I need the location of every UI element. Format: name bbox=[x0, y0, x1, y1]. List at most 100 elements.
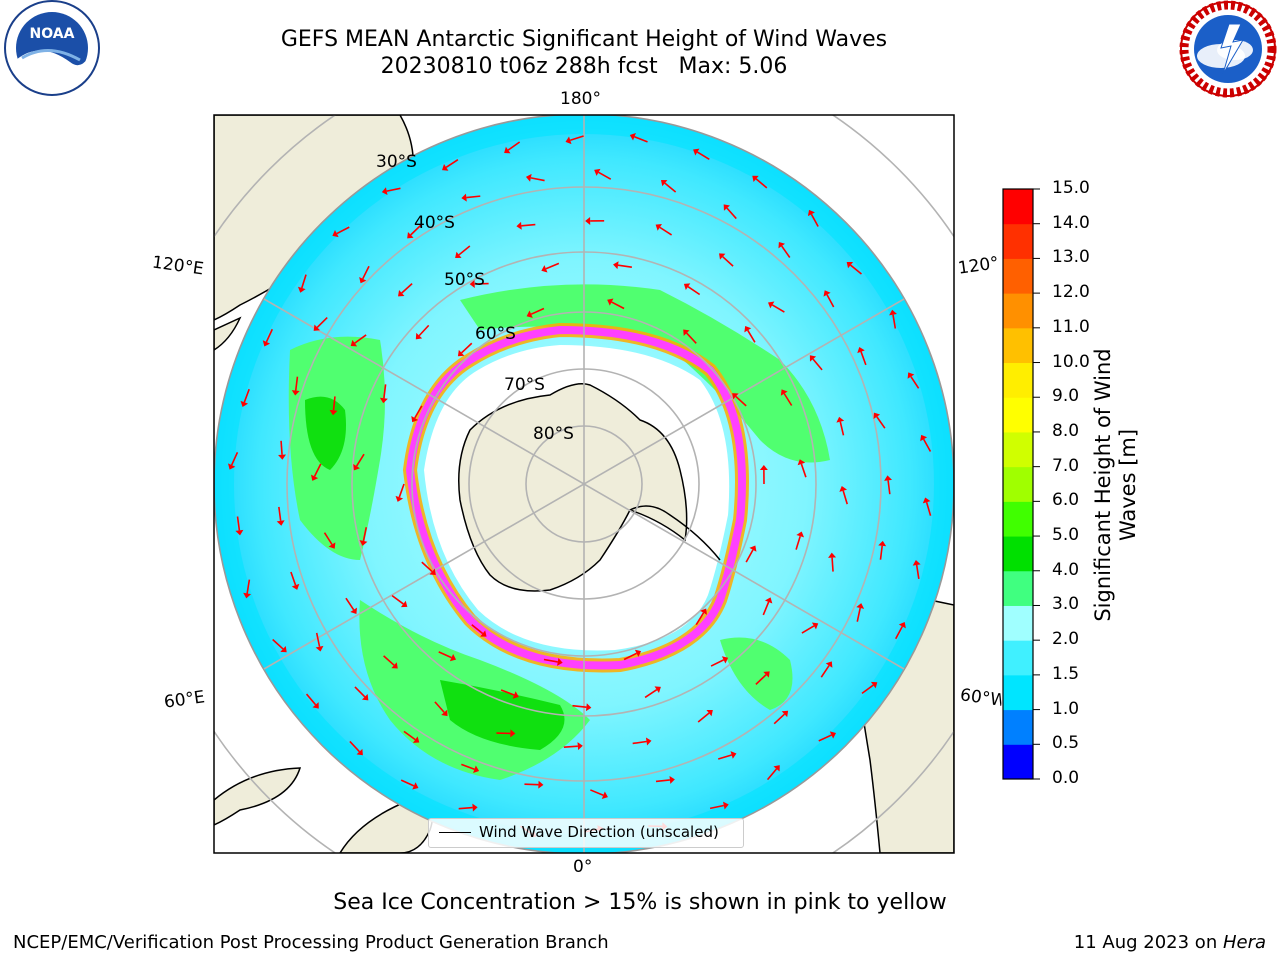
wind-wave-arrowhead bbox=[744, 326, 752, 333]
wind-wave-arrowhead bbox=[763, 671, 770, 678]
wind-wave-arrow bbox=[925, 502, 932, 516]
wind-wave-arrowhead bbox=[706, 709, 713, 717]
colorbar-tick-label: 6.0 bbox=[1052, 490, 1080, 511]
wind-wave-arrow bbox=[323, 532, 333, 545]
wind-wave-arrowhead bbox=[723, 801, 729, 810]
lat-label-70s: 70°S bbox=[504, 375, 545, 395]
wind-wave-arrow bbox=[611, 301, 625, 310]
wind-wave-arrow bbox=[345, 597, 355, 611]
wind-wave-arrowhead bbox=[669, 775, 675, 784]
wind-wave-arrowhead bbox=[379, 397, 388, 404]
wind-wave-arrow bbox=[623, 652, 637, 661]
wind-wave-arrowhead bbox=[297, 286, 306, 293]
wind-wave-arrowhead bbox=[898, 622, 906, 629]
wind-wave-arrowhead bbox=[442, 164, 449, 171]
lon-label-0: 0° bbox=[573, 857, 593, 877]
chart-subtitle: 20230810 t06z 288h fcst Max: 5.06 bbox=[380, 54, 788, 79]
wind-wave-arrow bbox=[400, 779, 415, 787]
wind-wave-arrow bbox=[466, 195, 481, 199]
wind-wave-arrowhead bbox=[809, 355, 817, 362]
wind-wave-arrow bbox=[421, 561, 433, 573]
wind-wave-arrow bbox=[524, 783, 539, 786]
wind-wave-arrowhead bbox=[655, 224, 662, 231]
colorbar-tick-label: 10.0 bbox=[1052, 351, 1090, 372]
wind-wave-arrowhead bbox=[594, 168, 601, 176]
wind-wave-arrowhead bbox=[526, 310, 533, 318]
wind-wave-arrow bbox=[461, 763, 475, 770]
wind-wave-arrow bbox=[922, 438, 932, 452]
wind-wave-arrowhead bbox=[504, 146, 511, 154]
wind-wave-arrow bbox=[783, 393, 793, 406]
wind-wave-arrow bbox=[301, 274, 307, 289]
wind-wave-arrowhead bbox=[730, 751, 737, 759]
wind-wave-arrowhead bbox=[328, 542, 336, 549]
wind-wave-arrowhead bbox=[228, 463, 236, 470]
wind-wave-arrowhead bbox=[796, 531, 805, 538]
wind-wave-arrowhead bbox=[773, 765, 780, 772]
wind-wave-arrowhead bbox=[601, 791, 608, 799]
wind-wave-arrow bbox=[461, 342, 473, 354]
wind-wave-arrow bbox=[735, 395, 747, 407]
legend-line-swatch bbox=[439, 832, 471, 833]
colorbar-tick-label: 0.5 bbox=[1052, 733, 1080, 754]
wind-wave-arrowhead bbox=[781, 710, 789, 718]
wind-wave-arrow bbox=[598, 171, 612, 180]
wind-wave-arrowhead bbox=[889, 309, 897, 316]
wind-wave-arrowhead bbox=[693, 148, 700, 156]
wind-wave-arrow bbox=[617, 264, 632, 269]
wind-wave-arrowhead bbox=[764, 597, 773, 604]
wind-wave-arrowhead bbox=[829, 731, 837, 739]
wind-wave-arrowhead bbox=[557, 657, 563, 666]
wind-wave-arrowhead bbox=[412, 736, 420, 743]
wind-wave-arrowhead bbox=[278, 454, 287, 460]
wind-wave-arrowhead bbox=[400, 600, 408, 608]
wind-wave-arrow bbox=[280, 440, 283, 455]
lat-label-40s: 40°S bbox=[414, 213, 455, 233]
wind-wave-arrow bbox=[755, 674, 767, 685]
wind-wave-arrowhead bbox=[780, 389, 788, 396]
wind-wave-arrow bbox=[530, 177, 545, 182]
wind-wave-arrow bbox=[530, 307, 545, 315]
wind-wave-arrowhead bbox=[480, 630, 487, 637]
noaa-logo: NOAA bbox=[4, 0, 100, 96]
wind-wave-arrowhead bbox=[912, 560, 921, 566]
wind-wave-arrow bbox=[570, 135, 584, 142]
wind-wave-arrowhead bbox=[884, 475, 893, 481]
wind-wave-arrowhead bbox=[719, 253, 726, 260]
wind-wave-arrow bbox=[722, 256, 734, 267]
wind-wave-arrowhead bbox=[797, 459, 806, 466]
wind-wave-arrowhead bbox=[415, 332, 423, 340]
wind-wave-arrowhead bbox=[721, 656, 729, 664]
footer-date: 11 Aug 2023 on Hera bbox=[1074, 932, 1266, 953]
wind-wave-arrow bbox=[362, 265, 370, 280]
wind-wave-arrow bbox=[590, 789, 604, 796]
wind-wave-arrow bbox=[894, 626, 904, 640]
map-frame bbox=[213, 114, 955, 854]
colorbar-tick-label: 14.0 bbox=[1052, 212, 1090, 233]
wind-wave-arrow bbox=[718, 754, 732, 760]
wind-wave-arrowhead bbox=[276, 520, 285, 526]
wind-wave-arrow bbox=[659, 226, 673, 236]
wind-wave-arrow bbox=[879, 545, 883, 560]
wind-wave-arrow bbox=[354, 334, 367, 344]
colorbar-tick-label: 11.0 bbox=[1052, 316, 1090, 337]
wind-wave-arrowhead bbox=[398, 290, 405, 297]
wind-wave-arrowhead bbox=[240, 400, 249, 407]
wind-wave-arrow bbox=[398, 483, 405, 498]
wind-wave-arrowhead bbox=[310, 474, 319, 481]
map-legend: Wind Wave Direction (unscaled) bbox=[428, 818, 744, 848]
wind-wave-arrowhead bbox=[634, 649, 642, 657]
wind-wave-arrowhead bbox=[823, 290, 831, 297]
wind-wave-arrow bbox=[856, 607, 861, 622]
wind-wave-arrow bbox=[655, 779, 670, 783]
wind-wave-arrowhead bbox=[291, 390, 300, 396]
colorbar-title-line1: Significant Height of Wind bbox=[1091, 348, 1115, 622]
wind-wave-arrow bbox=[543, 658, 558, 663]
wind-wave-arrowhead bbox=[312, 702, 319, 709]
wind-wave-arrowhead bbox=[441, 709, 448, 717]
wind-wave-arrow bbox=[278, 506, 282, 521]
wind-wave-arrow bbox=[410, 224, 422, 236]
sea-ice-edge bbox=[402, 322, 749, 673]
noaa-logo-text: NOAA bbox=[30, 26, 75, 42]
wind-wave-arrow bbox=[362, 527, 368, 542]
